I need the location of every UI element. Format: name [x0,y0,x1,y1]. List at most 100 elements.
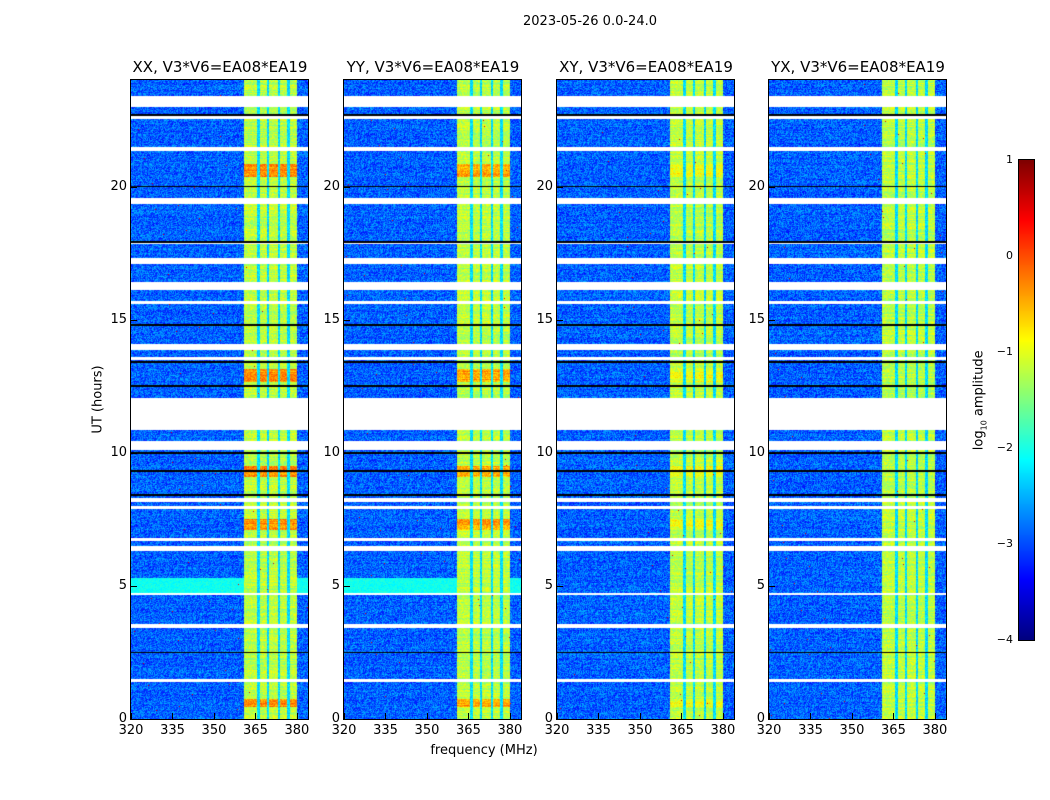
y-tick-label: 20 [536,178,553,194]
colorbar [1018,159,1035,641]
panel-title: XX, V3*V6=EA08*EA19 [132,58,308,76]
x-tick-mark [851,713,853,719]
y-tick-label: 5 [544,577,553,593]
colorbar-label: log10 amplitude [972,345,989,455]
y-tick-mark [557,319,563,321]
y-axis-label: UT (hours) [90,365,106,434]
y-tick-label: 0 [544,711,553,726]
y-tick-mark [131,585,137,587]
y-tick-mark [769,585,775,587]
y-tick-label: 15 [536,311,553,327]
x-tick-mark [722,713,724,719]
y-tick-label: 20 [748,178,765,194]
x-tick-mark [344,713,345,719]
heatmap-panel [556,79,735,720]
figure-title: 2023-05-26 0.0-24.0 [523,14,657,29]
x-tick-label: 365 [669,723,694,738]
colorbar-tick-label: −2 [996,441,1013,454]
y-tick-label: 10 [748,444,765,460]
y-tick-label: 5 [331,577,340,593]
y-tick-label: 0 [331,711,340,726]
x-tick-label: 350 [839,723,865,738]
colorbar-tick-label: 1 [1006,153,1013,166]
panel-title: YX, V3*V6=EA08*EA19 [771,58,945,76]
x-tick-mark [681,713,683,719]
heatmap-panel [343,79,522,720]
x-tick-label: 380 [922,723,948,738]
x-tick-label: 365 [243,723,268,738]
x-tick-label: 335 [798,723,823,738]
x-tick-mark [385,713,387,719]
x-tick-label: 350 [627,723,653,738]
y-tick-mark [344,452,350,454]
x-tick-label: 380 [284,723,310,738]
heatmap-panel [768,79,947,720]
heatmap-image [344,80,521,719]
x-tick-label: 380 [710,723,736,738]
y-tick-label: 20 [323,178,340,194]
x-tick-mark [598,713,600,719]
x-tick-mark [639,713,641,719]
heatmap-image [769,80,946,719]
y-tick-label: 0 [756,711,765,726]
x-tick-mark [934,713,936,719]
panel-title: YY, V3*V6=EA08*EA19 [346,58,520,76]
x-tick-mark [296,713,298,719]
colorbar-tick-label: 0 [1006,249,1013,262]
y-tick-label: 5 [118,577,127,593]
y-tick-label: 15 [110,311,127,327]
x-tick-label: 335 [373,723,398,738]
x-axis-label: frequency (MHz) [430,743,538,758]
y-tick-mark [344,719,350,720]
x-tick-label: 320 [331,723,357,738]
x-tick-mark [557,713,558,719]
y-tick-label: 5 [756,577,765,593]
y-tick-label: 10 [536,444,553,460]
colorbar-tick-label: −1 [996,345,1013,358]
heatmap-image [131,80,308,719]
x-tick-mark [213,713,215,719]
x-tick-label: 320 [756,723,782,738]
y-tick-mark [131,452,137,454]
y-tick-mark [557,186,563,188]
x-tick-label: 320 [544,723,570,738]
colorbar-tick-label: −3 [996,537,1013,550]
y-tick-mark [769,186,775,188]
colorbar-tick-label: −4 [996,633,1013,646]
y-tick-mark [344,319,350,321]
x-tick-label: 335 [586,723,611,738]
y-tick-label: 10 [110,444,127,460]
x-tick-label: 350 [414,723,440,738]
x-tick-mark [426,713,428,719]
y-tick-mark [344,585,350,587]
y-tick-label: 10 [323,444,340,460]
x-tick-mark [893,713,895,719]
y-tick-label: 0 [118,711,127,726]
x-tick-label: 350 [201,723,227,738]
y-tick-label: 20 [110,178,127,194]
heatmap-image [557,80,734,719]
x-tick-mark [509,713,511,719]
x-tick-mark [769,713,770,719]
heatmap-panel [130,79,309,720]
colorbar-label-rest: amplitude [971,350,987,421]
x-tick-label: 365 [456,723,481,738]
panel-title: XY, V3*V6=EA08*EA19 [559,58,733,76]
y-tick-mark [769,452,775,454]
y-tick-mark [557,719,563,720]
y-tick-mark [769,719,775,720]
y-tick-mark [131,319,137,321]
x-tick-label: 335 [160,723,185,738]
y-tick-label: 15 [748,311,765,327]
colorbar-label-sub: 10 [979,420,989,431]
x-tick-mark [255,713,257,719]
x-tick-label: 380 [497,723,523,738]
x-tick-label: 365 [881,723,906,738]
x-tick-mark [810,713,812,719]
x-tick-mark [468,713,470,719]
x-tick-mark [172,713,174,719]
y-tick-mark [557,585,563,587]
y-tick-mark [131,186,137,188]
y-tick-mark [557,452,563,454]
y-tick-label: 15 [323,311,340,327]
